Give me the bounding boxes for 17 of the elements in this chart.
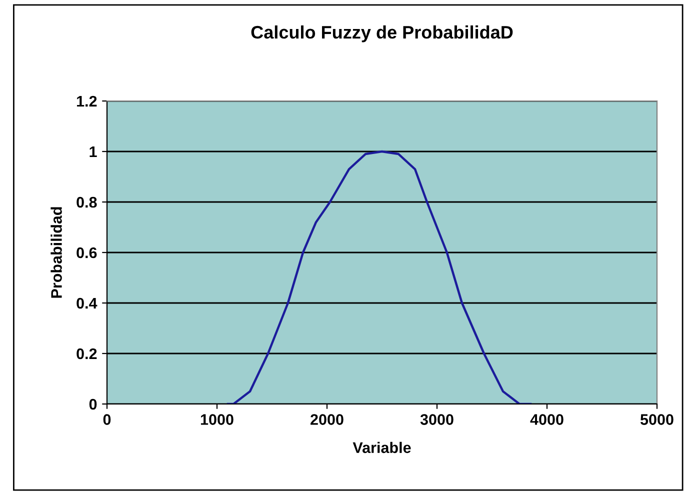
x-tick-label: 5000 [640, 414, 674, 425]
x-tick-label: 3000 [420, 414, 454, 425]
y-tick-label: 0.6 [76, 247, 97, 258]
y-axis-title: Probabilidad [50, 207, 62, 298]
x-axis-title: Variable [352, 442, 411, 454]
x-tick-label: 4000 [530, 414, 564, 425]
chart-title: Calculo Fuzzy de ProbabilidaD [251, 25, 513, 42]
y-tick-label: 0.8 [76, 196, 97, 208]
x-tick-label: 0 [103, 414, 111, 425]
y-tick-label: 1.2 [77, 96, 97, 107]
y-tick-label: 0.2 [76, 348, 97, 360]
line-series [226, 150, 532, 404]
y-tick-label: 0.4 [76, 298, 98, 309]
y-tick-label: 0 [89, 398, 97, 410]
x-tick-label: 2000 [310, 414, 344, 425]
y-tick-label: 1 [90, 146, 97, 158]
x-tick-label: 1000 [200, 414, 234, 425]
